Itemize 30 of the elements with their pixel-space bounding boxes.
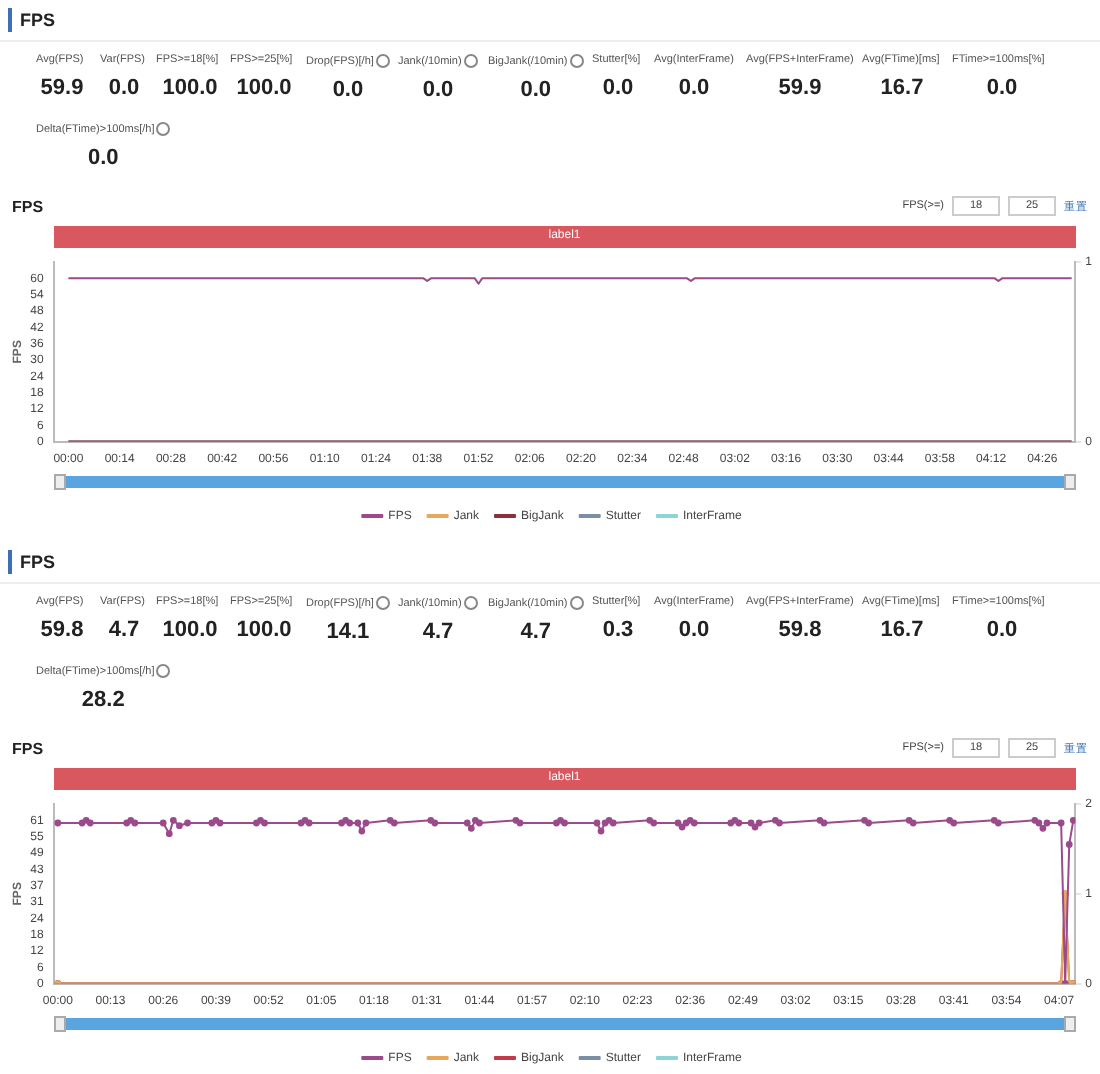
text: 0.0 [108, 76, 140, 100]
text: 0.0 [986, 618, 1018, 642]
text: 0.0 [678, 76, 710, 100]
text: 0.0 [422, 78, 454, 102]
text: 0.0 [986, 76, 1018, 100]
text: 59.9 [40, 76, 84, 100]
text: 100.0 [236, 618, 292, 642]
text: 0.0 [87, 146, 119, 170]
text: 16.7 [880, 618, 924, 642]
text: 0.0 [332, 78, 364, 102]
text: 100.0 [162, 618, 218, 642]
text: FPS [8, 8, 1100, 32]
text: 59.9 [778, 76, 822, 100]
text: 59.8 [778, 618, 822, 642]
text: 0.3 [602, 618, 634, 642]
text: 0.0 [602, 76, 634, 100]
text: 16.7 [880, 76, 924, 100]
chart-title: FPS [12, 198, 44, 216]
text: 28.2 [81, 688, 125, 712]
text: 14.1 [326, 620, 370, 644]
chart-title: FPS [12, 740, 44, 758]
text: 0.0 [678, 618, 710, 642]
text: 0.0 [520, 78, 552, 102]
text: 4.7 [520, 620, 552, 644]
text: 59.8 [40, 618, 84, 642]
text: 100.0 [162, 76, 218, 100]
text: FPS [8, 550, 1100, 574]
text: 4.7 [108, 618, 140, 642]
text: 4.7 [422, 620, 454, 644]
text: 100.0 [236, 76, 292, 100]
